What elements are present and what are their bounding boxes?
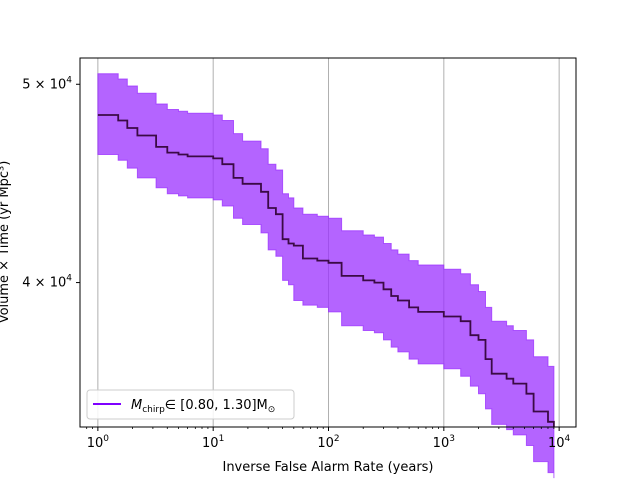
y-tick-label: 4 × 104 bbox=[22, 274, 72, 291]
x-tick-base: 10 bbox=[87, 436, 104, 451]
x-tick-label: 100 bbox=[87, 434, 110, 451]
median-line bbox=[97, 114, 555, 427]
x-tick-exponent: 1 bbox=[219, 434, 225, 444]
plot-frame bbox=[79, 57, 577, 428]
x-tick-base: 10 bbox=[548, 436, 565, 451]
x-axis-label: Inverse False Alarm Rate (years) bbox=[222, 460, 433, 475]
legend-chirp-subscript: chirp bbox=[142, 405, 165, 415]
x-tick-base: 10 bbox=[317, 436, 334, 451]
y-tick-label: 5 × 104 bbox=[22, 75, 72, 92]
y-tick-exponent: 4 bbox=[66, 75, 72, 85]
confidence-band bbox=[97, 73, 555, 479]
x-tick-label: 103 bbox=[433, 434, 455, 451]
x-tick-exponent: 3 bbox=[449, 434, 455, 444]
x-tick-base: 10 bbox=[202, 436, 219, 451]
legend-m-symbol: M bbox=[131, 398, 142, 413]
x-tick-exponent: 0 bbox=[103, 434, 109, 444]
legend-box bbox=[86, 389, 295, 420]
x-tick-label: 102 bbox=[317, 434, 339, 451]
x-tick-exponent: 4 bbox=[565, 434, 571, 444]
y-axis-label: Volume × Time (yr Mpc³) bbox=[0, 161, 12, 324]
legend: Mchirp∈ [0.80, 1.30]M⊙ bbox=[86, 389, 295, 420]
x-tick-base: 10 bbox=[433, 436, 450, 451]
y-tick-mantissa: 5 × 10 bbox=[22, 77, 66, 92]
x-axis-ticks: 100 101 102 103 104 bbox=[86, 427, 571, 451]
legend-label: Mchirp∈ [0.80, 1.30]M⊙ bbox=[131, 398, 275, 415]
x-tick-label: 104 bbox=[548, 434, 571, 451]
x-tick-label: 101 bbox=[202, 434, 224, 451]
y-tick-mantissa: 4 × 10 bbox=[22, 276, 66, 291]
x-tick-exponent: 2 bbox=[334, 434, 340, 444]
legend-sun-subscript: ⊙ bbox=[268, 405, 276, 415]
legend-range-text: ∈ [0.80, 1.30]M bbox=[165, 398, 268, 413]
y-tick-exponent: 4 bbox=[66, 274, 72, 284]
